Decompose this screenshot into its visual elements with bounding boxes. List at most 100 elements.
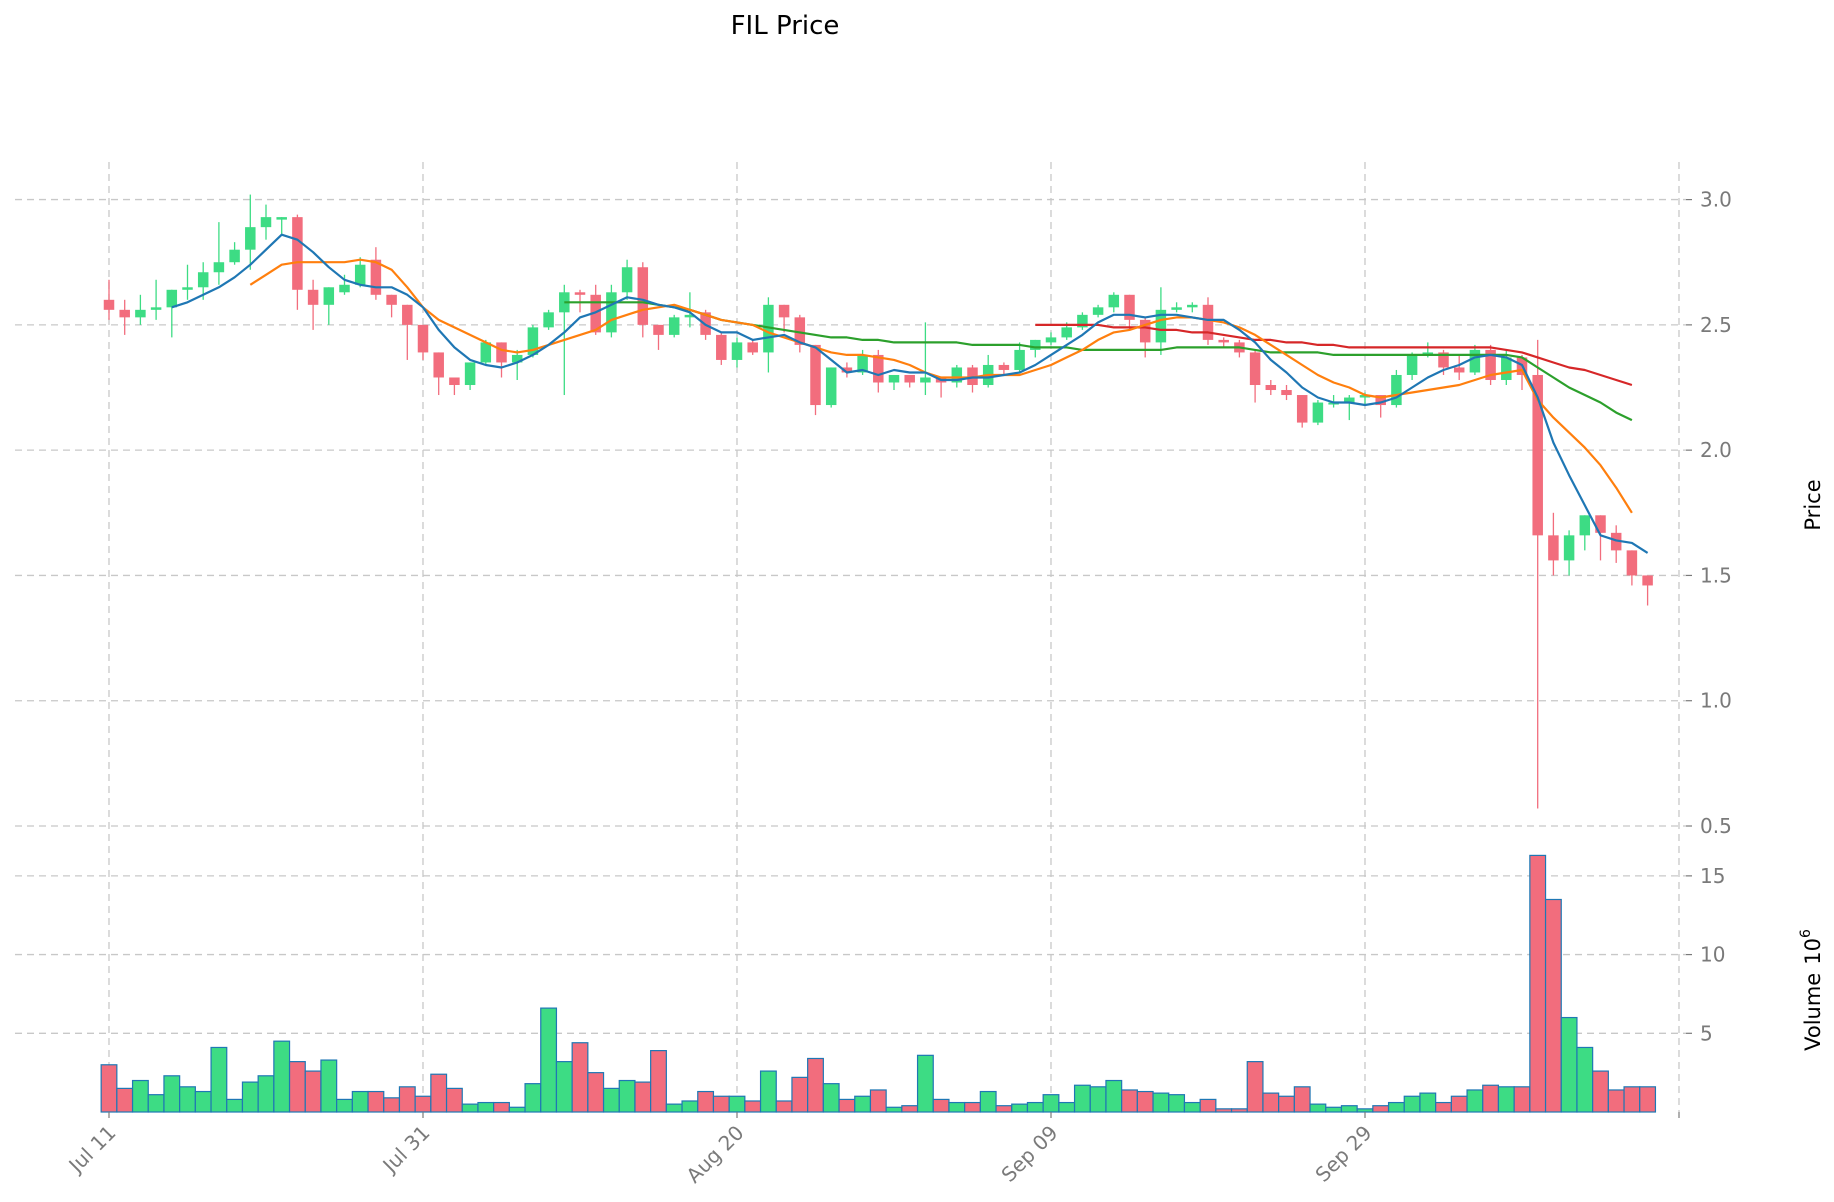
volume-tick-label: 5 <box>1700 1021 1713 1045</box>
volume-bar <box>288 1061 306 1113</box>
candle-body <box>794 317 806 345</box>
date-tick-label: Jul 31 <box>377 1121 435 1179</box>
candle-body <box>621 267 633 293</box>
volume-bar <box>728 1095 746 1113</box>
candle-body <box>464 362 476 386</box>
candle-body <box>197 272 209 288</box>
moving-average-lines <box>171 233 1649 554</box>
volume-bar <box>1529 854 1547 1113</box>
candle-body <box>1610 532 1622 551</box>
price-tick-label: 2.0 <box>1700 438 1732 462</box>
candle-body <box>825 367 837 406</box>
axis-ticks: 0.5 1.0 1.5 2.0 2.5 3.0 5 10 15 Jul 11 Jul 31 Aug 2… <box>63 188 1732 1188</box>
volume-bar <box>979 1090 997 1113</box>
date-tick-label: Aug 20 <box>681 1121 748 1188</box>
volume-bar <box>1356 1108 1374 1113</box>
candle-body <box>590 294 601 333</box>
volume-bar <box>304 1070 322 1113</box>
volume-bar <box>602 1087 620 1113</box>
candle-body <box>967 367 978 386</box>
candle-body <box>480 342 492 363</box>
volume-bar <box>775 1100 793 1113</box>
volume-bar <box>179 1086 196 1113</box>
candle-body <box>1187 304 1198 308</box>
candle-body <box>1296 395 1308 423</box>
volume-bar <box>1230 1108 1248 1113</box>
volume-axis-label: Volume 106 <box>1798 929 1825 1051</box>
volume-bar <box>571 1042 589 1113</box>
volume-bar <box>1136 1090 1154 1113</box>
volume-bar <box>1309 1103 1327 1113</box>
volume-bar <box>1592 1070 1609 1113</box>
volume-bar <box>210 1046 228 1113</box>
candle-body <box>449 377 460 386</box>
candle-body <box>1438 352 1449 368</box>
candle-body <box>135 309 146 318</box>
volume-bar <box>948 1101 966 1113</box>
volume-bar <box>759 1070 777 1113</box>
candle-body <box>763 304 774 353</box>
candle-body <box>339 284 350 293</box>
candle-body <box>1124 294 1135 320</box>
candle-body <box>1595 515 1606 533</box>
volume-bar <box>163 1075 181 1113</box>
volume-bar <box>1607 1089 1625 1113</box>
volume-bar <box>1435 1101 1452 1113</box>
volume-bar <box>1215 1108 1233 1113</box>
price-tick-label: 1.0 <box>1700 689 1732 713</box>
volume-bar <box>430 1073 448 1113</box>
price-tick-label: 3.0 <box>1700 188 1732 212</box>
volume-bar <box>398 1086 416 1113</box>
candle-body <box>1548 535 1559 561</box>
candle-body <box>213 262 225 273</box>
volume-bar <box>964 1101 981 1113</box>
volume-bar <box>1372 1105 1390 1113</box>
candle-body <box>1375 395 1386 406</box>
candle-body <box>1218 339 1229 343</box>
volume-bar <box>1325 1106 1343 1113</box>
volume-bar <box>681 1100 699 1113</box>
volume-bar <box>1513 1086 1531 1113</box>
candle-body <box>1406 354 1418 375</box>
candle-body <box>527 327 539 355</box>
candle-body <box>150 307 162 310</box>
volume-bar <box>634 1081 652 1113</box>
volume-bar <box>1403 1095 1421 1113</box>
volume-bar <box>555 1061 573 1113</box>
volume-bar <box>869 1089 887 1113</box>
volume-bar <box>665 1103 683 1113</box>
volume-bar <box>1278 1095 1295 1113</box>
candle-body <box>370 259 382 295</box>
volume-bar <box>383 1097 401 1113</box>
candle-body <box>1030 339 1041 350</box>
candle-body <box>166 289 178 308</box>
candle-body <box>1265 385 1277 391</box>
volume-bar <box>744 1100 762 1113</box>
candle-body <box>323 287 335 305</box>
volume-bar <box>508 1106 526 1113</box>
volume-bar <box>524 1083 542 1113</box>
candle-body <box>1171 307 1182 310</box>
candle-body <box>998 364 1010 370</box>
candle-body <box>731 342 743 360</box>
candle-body <box>668 317 680 335</box>
volume-bar <box>1387 1101 1405 1113</box>
candle-bodies <box>103 217 1653 586</box>
volume-bar <box>320 1059 338 1113</box>
candle-body <box>1359 395 1371 398</box>
candle-body <box>1014 349 1025 370</box>
volume-bar <box>194 1090 212 1113</box>
candle-body <box>1077 314 1088 328</box>
candle-body <box>433 352 444 378</box>
candle-body <box>1045 337 1057 343</box>
candle-body <box>1579 515 1591 536</box>
candle-body <box>1453 367 1465 373</box>
candle-body <box>716 334 727 360</box>
volume-axis-label-text: Volume <box>1801 973 1825 1051</box>
candle-body <box>1281 390 1292 396</box>
candle-body <box>951 367 963 383</box>
volume-bar <box>854 1095 872 1113</box>
volume-bar <box>257 1075 275 1113</box>
candle-body <box>857 354 868 373</box>
